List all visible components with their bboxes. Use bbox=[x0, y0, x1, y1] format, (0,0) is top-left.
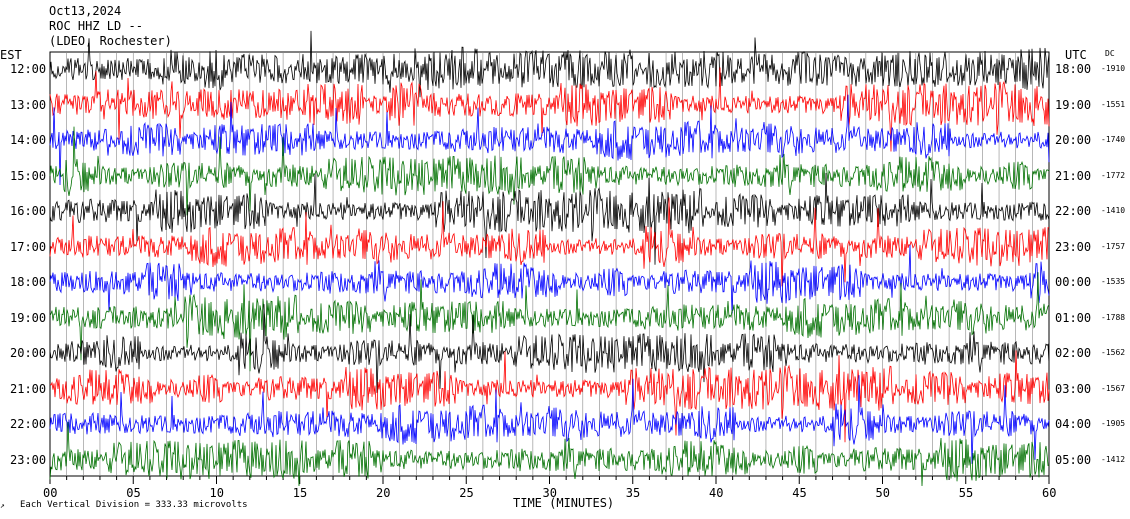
scale-icon: ↗ bbox=[0, 501, 5, 510]
row-label-utc: 21:00 bbox=[1055, 168, 1092, 183]
row-label-local: 15:00 bbox=[10, 168, 47, 183]
trace-1600 bbox=[49, 172, 1050, 265]
row-label-utc: 04:00 bbox=[1055, 417, 1092, 431]
row-label-utc: 18:00 bbox=[1055, 62, 1092, 76]
row-label-utc: 01:00 bbox=[1055, 310, 1092, 325]
row-label-utc: 02:00 bbox=[1055, 346, 1092, 360]
trace-1400 bbox=[49, 94, 1050, 186]
station-label: ROC HHZ LD -- bbox=[49, 19, 143, 33]
network-label: (LDEO, Rochester) bbox=[49, 34, 172, 48]
x-tick-label: 25 bbox=[459, 486, 474, 500]
x-tick-label: 15 bbox=[292, 486, 308, 500]
x-tick-label: 30 bbox=[542, 486, 557, 500]
row-label-utc: 19:00 bbox=[1055, 97, 1092, 112]
x-axis-label: TIME (MINUTES) bbox=[513, 496, 615, 510]
row-label-utc: 20:00 bbox=[1055, 133, 1092, 147]
row-label-utc: 00:00 bbox=[1055, 275, 1092, 289]
x-tick-label: 55 bbox=[958, 486, 974, 500]
x-tick-label: 45 bbox=[792, 486, 807, 500]
x-tick-label: 00 bbox=[43, 486, 58, 500]
x-tick-label: 40 bbox=[709, 486, 724, 500]
row-label-local: 18:00 bbox=[10, 275, 47, 289]
row-label-local: 16:00 bbox=[10, 204, 47, 218]
row-dc-offset: -1551 bbox=[1101, 99, 1126, 109]
row-dc-offset: -1910 bbox=[1101, 64, 1126, 73]
row-label-local: 21:00 bbox=[10, 381, 47, 396]
row-dc-offset: -1567 bbox=[1101, 383, 1126, 393]
row-dc-offset: -1740 bbox=[1101, 135, 1126, 144]
row-label-local: 13:00 bbox=[10, 97, 47, 112]
trace-2000 bbox=[49, 304, 1050, 393]
x-tick-label: 20 bbox=[376, 486, 391, 500]
row-label-local: 22:00 bbox=[10, 417, 47, 431]
x-tick-label: 10 bbox=[209, 486, 224, 500]
row-label-local: 23:00 bbox=[10, 452, 47, 467]
row-dc-offset: -1772 bbox=[1101, 170, 1126, 180]
trace-1500 bbox=[49, 126, 1050, 216]
x-tick-label: 60 bbox=[1042, 486, 1057, 500]
dc-title-label: DC bbox=[1105, 49, 1115, 58]
trace-1900 bbox=[49, 272, 1050, 372]
trace-1200 bbox=[49, 30, 1050, 98]
row-label-utc: 03:00 bbox=[1055, 381, 1092, 396]
trace-1800 bbox=[49, 244, 1050, 314]
row-label-utc: 22:00 bbox=[1055, 204, 1092, 218]
trace-2100 bbox=[49, 350, 1050, 443]
trace-1300 bbox=[49, 67, 1050, 152]
row-dc-offset: -1562 bbox=[1101, 348, 1126, 357]
x-tick-label: 35 bbox=[625, 486, 641, 500]
row-dc-offset: -1757 bbox=[1101, 241, 1126, 251]
trace-1700 bbox=[49, 197, 1050, 287]
x-tick-label: 05 bbox=[126, 486, 141, 500]
scale-footer: Each Vertical Division = 333.33 microvol… bbox=[20, 500, 248, 510]
row-dc-offset: -1412 bbox=[1101, 454, 1126, 464]
trace-2200 bbox=[49, 375, 1050, 464]
local-timezone-label: EST bbox=[0, 48, 22, 62]
row-label-utc: 23:00 bbox=[1055, 239, 1092, 254]
row-label-local: 20:00 bbox=[10, 346, 47, 360]
row-label-local: 12:00 bbox=[10, 62, 47, 76]
row-dc-offset: -1788 bbox=[1101, 312, 1126, 322]
utc-timezone-label: UTC bbox=[1065, 48, 1087, 62]
row-label-local: 14:00 bbox=[10, 133, 47, 147]
row-dc-offset: -1410 bbox=[1101, 206, 1126, 215]
date-label: Oct13,2024 bbox=[49, 4, 122, 18]
trace-2300 bbox=[49, 421, 1050, 487]
row-dc-offset: -1535 bbox=[1101, 277, 1126, 286]
row-label-local: 19:00 bbox=[10, 310, 47, 325]
row-label-utc: 05:00 bbox=[1055, 452, 1092, 467]
row-label-local: 17:00 bbox=[10, 239, 47, 254]
x-tick-label: 50 bbox=[875, 486, 890, 500]
row-dc-offset: -1905 bbox=[1101, 419, 1126, 428]
